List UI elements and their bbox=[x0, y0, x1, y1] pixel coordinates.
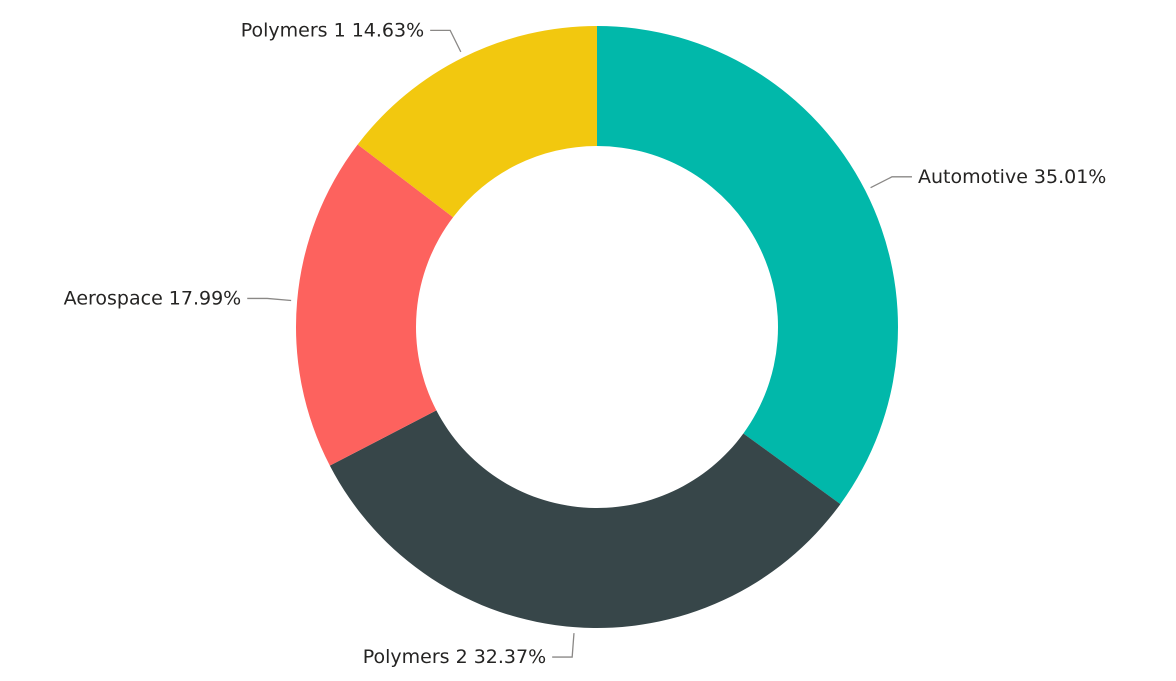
donut-slice bbox=[597, 26, 898, 505]
donut-slice bbox=[357, 26, 597, 218]
category-label: Polymers 1 bbox=[241, 19, 346, 41]
data-label: Polymers 2 32.37% bbox=[363, 646, 546, 668]
donut-slice bbox=[295, 144, 454, 466]
leader-line bbox=[430, 29, 462, 53]
category-label: Aerospace bbox=[64, 287, 163, 309]
donut-slice bbox=[329, 410, 841, 628]
data-label: Polymers 1 14.63% bbox=[241, 19, 424, 41]
leader-line bbox=[870, 176, 912, 189]
category-label: Polymers 2 bbox=[363, 646, 468, 668]
category-label: Automotive bbox=[918, 165, 1028, 187]
value-label: 32.37% bbox=[474, 646, 546, 668]
leader-line bbox=[552, 633, 575, 658]
value-label: 14.63% bbox=[352, 19, 424, 41]
leader-line bbox=[247, 297, 292, 302]
data-label: Aerospace 17.99% bbox=[64, 287, 242, 309]
value-label: 35.01% bbox=[1034, 165, 1106, 187]
value-label: 17.99% bbox=[169, 287, 241, 309]
data-label: Automotive 35.01% bbox=[918, 165, 1106, 187]
